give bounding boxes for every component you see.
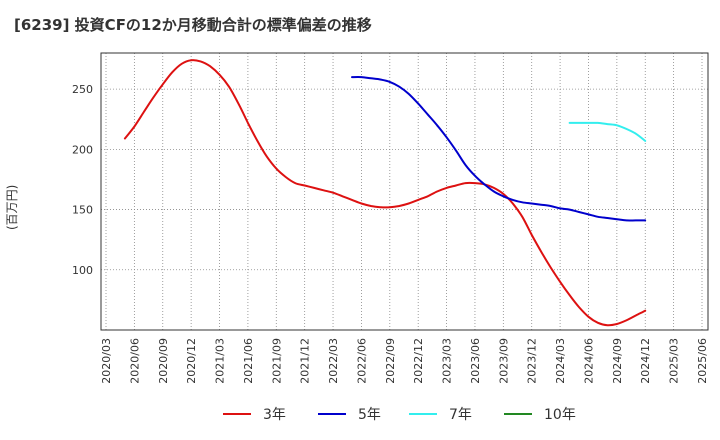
y-tick-label: 150 bbox=[72, 204, 93, 217]
x-tick-label: 2020/12 bbox=[185, 338, 198, 384]
x-tick-label: 2023/09 bbox=[497, 338, 510, 384]
x-tick-labels: 2020/03 2020/06 2020/09 2020/12 2021/03 2021/… bbox=[100, 338, 709, 384]
series-line-3年 bbox=[123, 59, 647, 327]
y-tick-label: 200 bbox=[72, 143, 93, 156]
x-tick-label: 2022/06 bbox=[355, 338, 368, 384]
x-tick-label: 2023/12 bbox=[526, 338, 539, 384]
x-tick-label: 2024/09 bbox=[611, 338, 624, 384]
x-tick-label: 2021/12 bbox=[299, 338, 312, 384]
y-tick-labels: 100 150 200 250 bbox=[72, 83, 93, 277]
plot-area bbox=[100, 52, 709, 331]
x-tick-label: 2020/03 bbox=[100, 338, 113, 384]
x-tick-label: 2020/06 bbox=[128, 338, 141, 384]
series-line-5年 bbox=[351, 76, 647, 222]
y-tick-label: 250 bbox=[72, 83, 93, 96]
x-tick-label: 2022/03 bbox=[327, 338, 340, 384]
x-tick-label: 2022/09 bbox=[384, 338, 397, 384]
x-tick-label: 2023/06 bbox=[469, 338, 482, 384]
y-tick-label: 100 bbox=[72, 264, 93, 277]
x-tick-label: 2025/03 bbox=[668, 338, 681, 384]
x-tick-label: 2025/06 bbox=[696, 338, 709, 384]
grid bbox=[101, 53, 708, 330]
x-tick-label: 2024/03 bbox=[554, 338, 567, 384]
x-tick-label: 2022/12 bbox=[412, 338, 425, 384]
series-line-7年 bbox=[568, 121, 647, 142]
x-tick-label: 2024/12 bbox=[639, 338, 652, 384]
legend-label: 7年 bbox=[449, 407, 472, 423]
series-layer bbox=[123, 59, 647, 327]
legend-label: 5年 bbox=[358, 407, 381, 423]
x-tick-label: 2021/03 bbox=[214, 338, 227, 384]
legend-label: 3年 bbox=[263, 407, 286, 423]
chart-title: [6239] 投資CFの12か月移動合計の標準偏差の推移 bbox=[14, 16, 372, 34]
x-tick-label: 2023/03 bbox=[441, 338, 454, 384]
legend-label: 10年 bbox=[544, 407, 576, 423]
x-tick-label: 2021/09 bbox=[270, 338, 283, 384]
x-tick-label: 2020/09 bbox=[157, 338, 170, 384]
legend: 3年 5年 7年 10年 bbox=[223, 407, 576, 423]
x-tick-label: 2024/06 bbox=[582, 338, 595, 384]
x-tick-label: 2021/06 bbox=[242, 338, 255, 384]
